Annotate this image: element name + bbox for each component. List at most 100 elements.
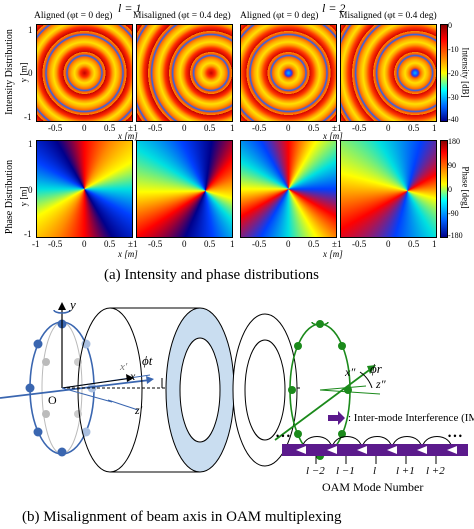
intensity-panel-l1-misaligned [136,24,233,122]
x-tick: 0 [182,239,187,249]
x-tick: 1 [432,239,437,249]
x-axis-label-top-left: x [m] [118,131,138,141]
group-label-l1: l = 1 [118,1,142,15]
label-z-prime: z′ [135,403,143,417]
phase-cbar-tick: 180 [448,137,460,146]
row-label-phase: Phase Distribution [4,159,15,235]
y-tick: 1 [28,139,33,149]
imi-legend-text: : Inter-mode Interference (IMI) [348,412,474,424]
y-tick: 1 [28,25,33,35]
group-label-l2: l = 2 [322,1,346,15]
label-z-dprime: z″ [376,377,386,391]
mode-label: l +1 [396,465,415,477]
phase-cbar-tick: 0 [448,185,452,194]
mode-label: l [373,465,377,477]
y-tick: -1 [24,112,32,122]
beam-axis [0,379,151,399]
x-tick: 0 [82,123,87,133]
phase-panel-l1-aligned [36,140,133,238]
intensity-cbar-tick: -30 [448,93,459,102]
y-tick: -1 [24,229,32,239]
beam-misalignment-diagram [0,302,468,473]
phase-colorbar-label: Phase [deg] [460,166,471,209]
column-title-1: Aligned (φt = 0 deg) [34,11,113,21]
x-axis-label-top-right: x [m] [323,131,343,141]
x-tick: 0 [386,123,391,133]
intensity-cbar-tick: -20 [448,69,459,78]
y-axis-label-bottom: y [m] [18,186,29,207]
x-tick: 0.5 [104,239,116,249]
x-tick: 0 [386,239,391,249]
x-tick: 0.5 [104,123,116,133]
mode-label: l −1 [336,465,355,477]
label-origin: O [48,393,57,407]
phase-panel-l2-misaligned [340,140,437,238]
column-title-3: Aligned (φt = 0 deg) [240,11,319,21]
caption-b: (b) Misalignment of beam axis in OAM mul… [22,509,342,525]
intensity-colorbar-label: Intensity [dB] [460,47,471,98]
x-tick: 0.5 [408,123,420,133]
x-tick: -0.5 [148,239,163,249]
intensity-panel-l2-aligned [240,24,337,122]
x-tick: 1 [230,123,235,133]
x-tick: 1 [230,239,235,249]
x-tick: -0.5 [148,123,163,133]
y-tick: 0 [28,185,33,195]
x-tick: -0.5 [352,123,367,133]
x-tick: -0.5 [48,123,63,133]
intensity-panel-l2-misaligned [340,24,437,122]
phase-cbar-tick: -180 [448,231,463,240]
y-rotation-arrow [53,309,71,314]
column-title-2: Misaligned (φt = 0.4 deg) [133,11,231,21]
imi-dots-left: • • • [276,431,290,441]
x-tick: 0.5 [204,239,216,249]
phase-panel-l2-aligned [240,140,337,238]
x-tick: ±1 [128,239,138,249]
column-title-4: Misaligned (φt = 0.4 deg) [339,11,437,21]
x-tick: -1 [32,239,40,249]
x-tick: 1 [432,123,437,133]
x-tick: 0 [286,123,291,133]
x-tick: 0 [286,239,291,249]
phase-panel-l1-misaligned [136,140,233,238]
imi-axis-title: OAM Mode Number [322,480,424,494]
label-x-prime: x′ [120,361,128,373]
intensity-cbar-tick: 0 [448,21,452,30]
x-tick: -0.5 [352,239,367,249]
imi-legend-arrow [328,411,345,425]
phase-colorbar [440,140,448,238]
x-tick: 0.5 [308,123,320,133]
rx-rotation-arrow [311,321,329,326]
x-tick: 0.5 [408,239,420,249]
x-tick: 0 [182,123,187,133]
phase-cbar-tick: 90 [448,161,456,170]
label-phi-t: ϕt [142,353,153,368]
label-phi-r: ϕr [370,361,382,376]
mode-label: l −2 [306,465,325,477]
intensity-colorbar [440,24,448,122]
imi-bar [282,444,468,456]
x-tick: -0.5 [48,239,63,249]
intensity-cbar-tick: -40 [448,115,459,124]
x-tick: 0.5 [204,123,216,133]
x-tick: ±1 [332,123,342,133]
label-x: x [130,369,136,383]
row-label-intensity: Intensity Distribution [4,29,15,115]
label-y: y [70,297,76,312]
x-tick: -0.5 [252,123,267,133]
imi-dots-right: • • • [448,431,462,441]
y-tick: 0 [28,68,33,78]
caption-a: (a) Intensity and phase distributions [104,267,319,283]
imi-arrowheads [296,446,457,454]
x-axis-label-bottom-left: x [m] [118,249,138,259]
x-axis-label-bottom-right: x [m] [323,249,343,259]
intensity-cbar-tick: -10 [448,45,459,54]
x-tick: -0.5 [252,239,267,249]
phase-cbar-tick: -90 [448,209,459,218]
x-tick: 0.5 [308,239,320,249]
intensity-panel-l1-aligned [36,24,133,122]
x-tick: ±1 [332,239,342,249]
imi-ticks [315,456,437,464]
mode-label: l +2 [426,465,445,477]
x-tick: ±1 [128,123,138,133]
